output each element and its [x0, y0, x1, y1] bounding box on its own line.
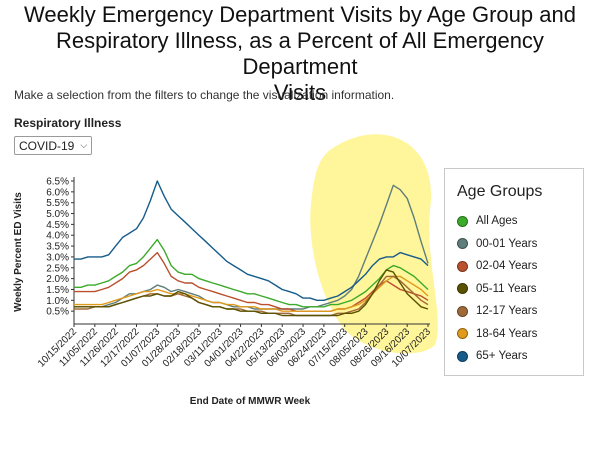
legend-swatch	[457, 260, 468, 272]
y-tick-label: 2.0%	[46, 274, 69, 285]
legend-item-65-years[interactable]: 65+ Years	[457, 350, 527, 362]
legend-label: 65+ Years	[476, 350, 528, 362]
legend-item-all-ages[interactable]: All Ages	[457, 215, 518, 227]
legend-title: Age Groups	[457, 183, 543, 200]
y-tick-label: 3.5%	[46, 242, 69, 253]
y-tick-label: 6.0%	[46, 187, 69, 198]
legend: Age Groups All Ages 00-01 Years 02-04 Year…	[444, 168, 584, 376]
title-line-3: Visits	[273, 80, 327, 105]
legend-label: 05-11 Years	[476, 282, 537, 295]
series-line-02-04-years[interactable]	[74, 251, 429, 312]
page-title: Weekly Emergency Department Visits by Ag…	[0, 2, 600, 106]
respiratory-illness-select[interactable]: COVID-19 ⌵	[14, 136, 93, 155]
legend-label: All Ages	[476, 215, 518, 227]
legend-swatch	[457, 305, 468, 317]
y-tick-label: 1.5%	[46, 285, 69, 296]
legend-swatch	[457, 283, 468, 294]
y-axis-label: Weekly Percent ED Visits	[13, 192, 24, 312]
x-axis-label: End Date of MMWR Week	[190, 396, 311, 407]
legend-label: 18-64 Years	[476, 327, 538, 340]
y-tick-label: 2.5%	[46, 263, 69, 274]
y-tick-label: 0.5%	[46, 307, 69, 318]
legend-item-05-11-years[interactable]: 05-11 Years	[457, 283, 537, 295]
legend-item-00-01-years[interactable]: 00-01 Years	[457, 238, 537, 250]
title-line-1: Weekly Emergency Department Visits by Ag…	[24, 2, 576, 27]
y-tick-label: 3.0%	[46, 252, 69, 263]
y-tick-label: 4.5%	[46, 220, 69, 231]
instructions-text: Make a selection from the filters to cha…	[14, 88, 395, 102]
series-line-00-01-years[interactable]	[74, 184, 429, 310]
chevron-down-icon: ⌵	[80, 140, 88, 150]
series-line-65-years[interactable]	[74, 180, 429, 301]
filter-label: Respiratory Illness	[14, 116, 122, 130]
legend-label: 00-01 Years	[476, 237, 538, 250]
y-tick-label: 6.5%	[46, 177, 69, 188]
highlight-annotation	[310, 134, 438, 354]
legend-swatch	[457, 328, 468, 339]
legend-label: 12-17 Years	[476, 305, 538, 317]
y-tick-label: 4.0%	[46, 231, 69, 242]
legend-item-18-64-years[interactable]: 18-64 Years	[457, 328, 537, 340]
legend-swatch	[457, 238, 468, 249]
legend-swatch	[457, 350, 468, 362]
series-line-all-ages[interactable]	[74, 238, 429, 308]
legend-label: 02-04 Years	[476, 260, 538, 272]
legend-swatch	[457, 215, 468, 227]
y-tick-label: 5.0%	[46, 209, 69, 220]
legend-item-02-04-years[interactable]: 02-04 Years	[457, 260, 537, 272]
title-line-2: Respiratory Illness, as a Percent of All…	[56, 28, 544, 79]
y-tick-label: 5.5%	[46, 198, 69, 209]
selected-value: COVID-19	[19, 138, 75, 153]
legend-item-12-17-years[interactable]: 12-17 Years	[457, 305, 537, 317]
y-tick-label: 1.0%	[46, 296, 69, 307]
series-line-05-11-years[interactable]	[74, 269, 429, 317]
